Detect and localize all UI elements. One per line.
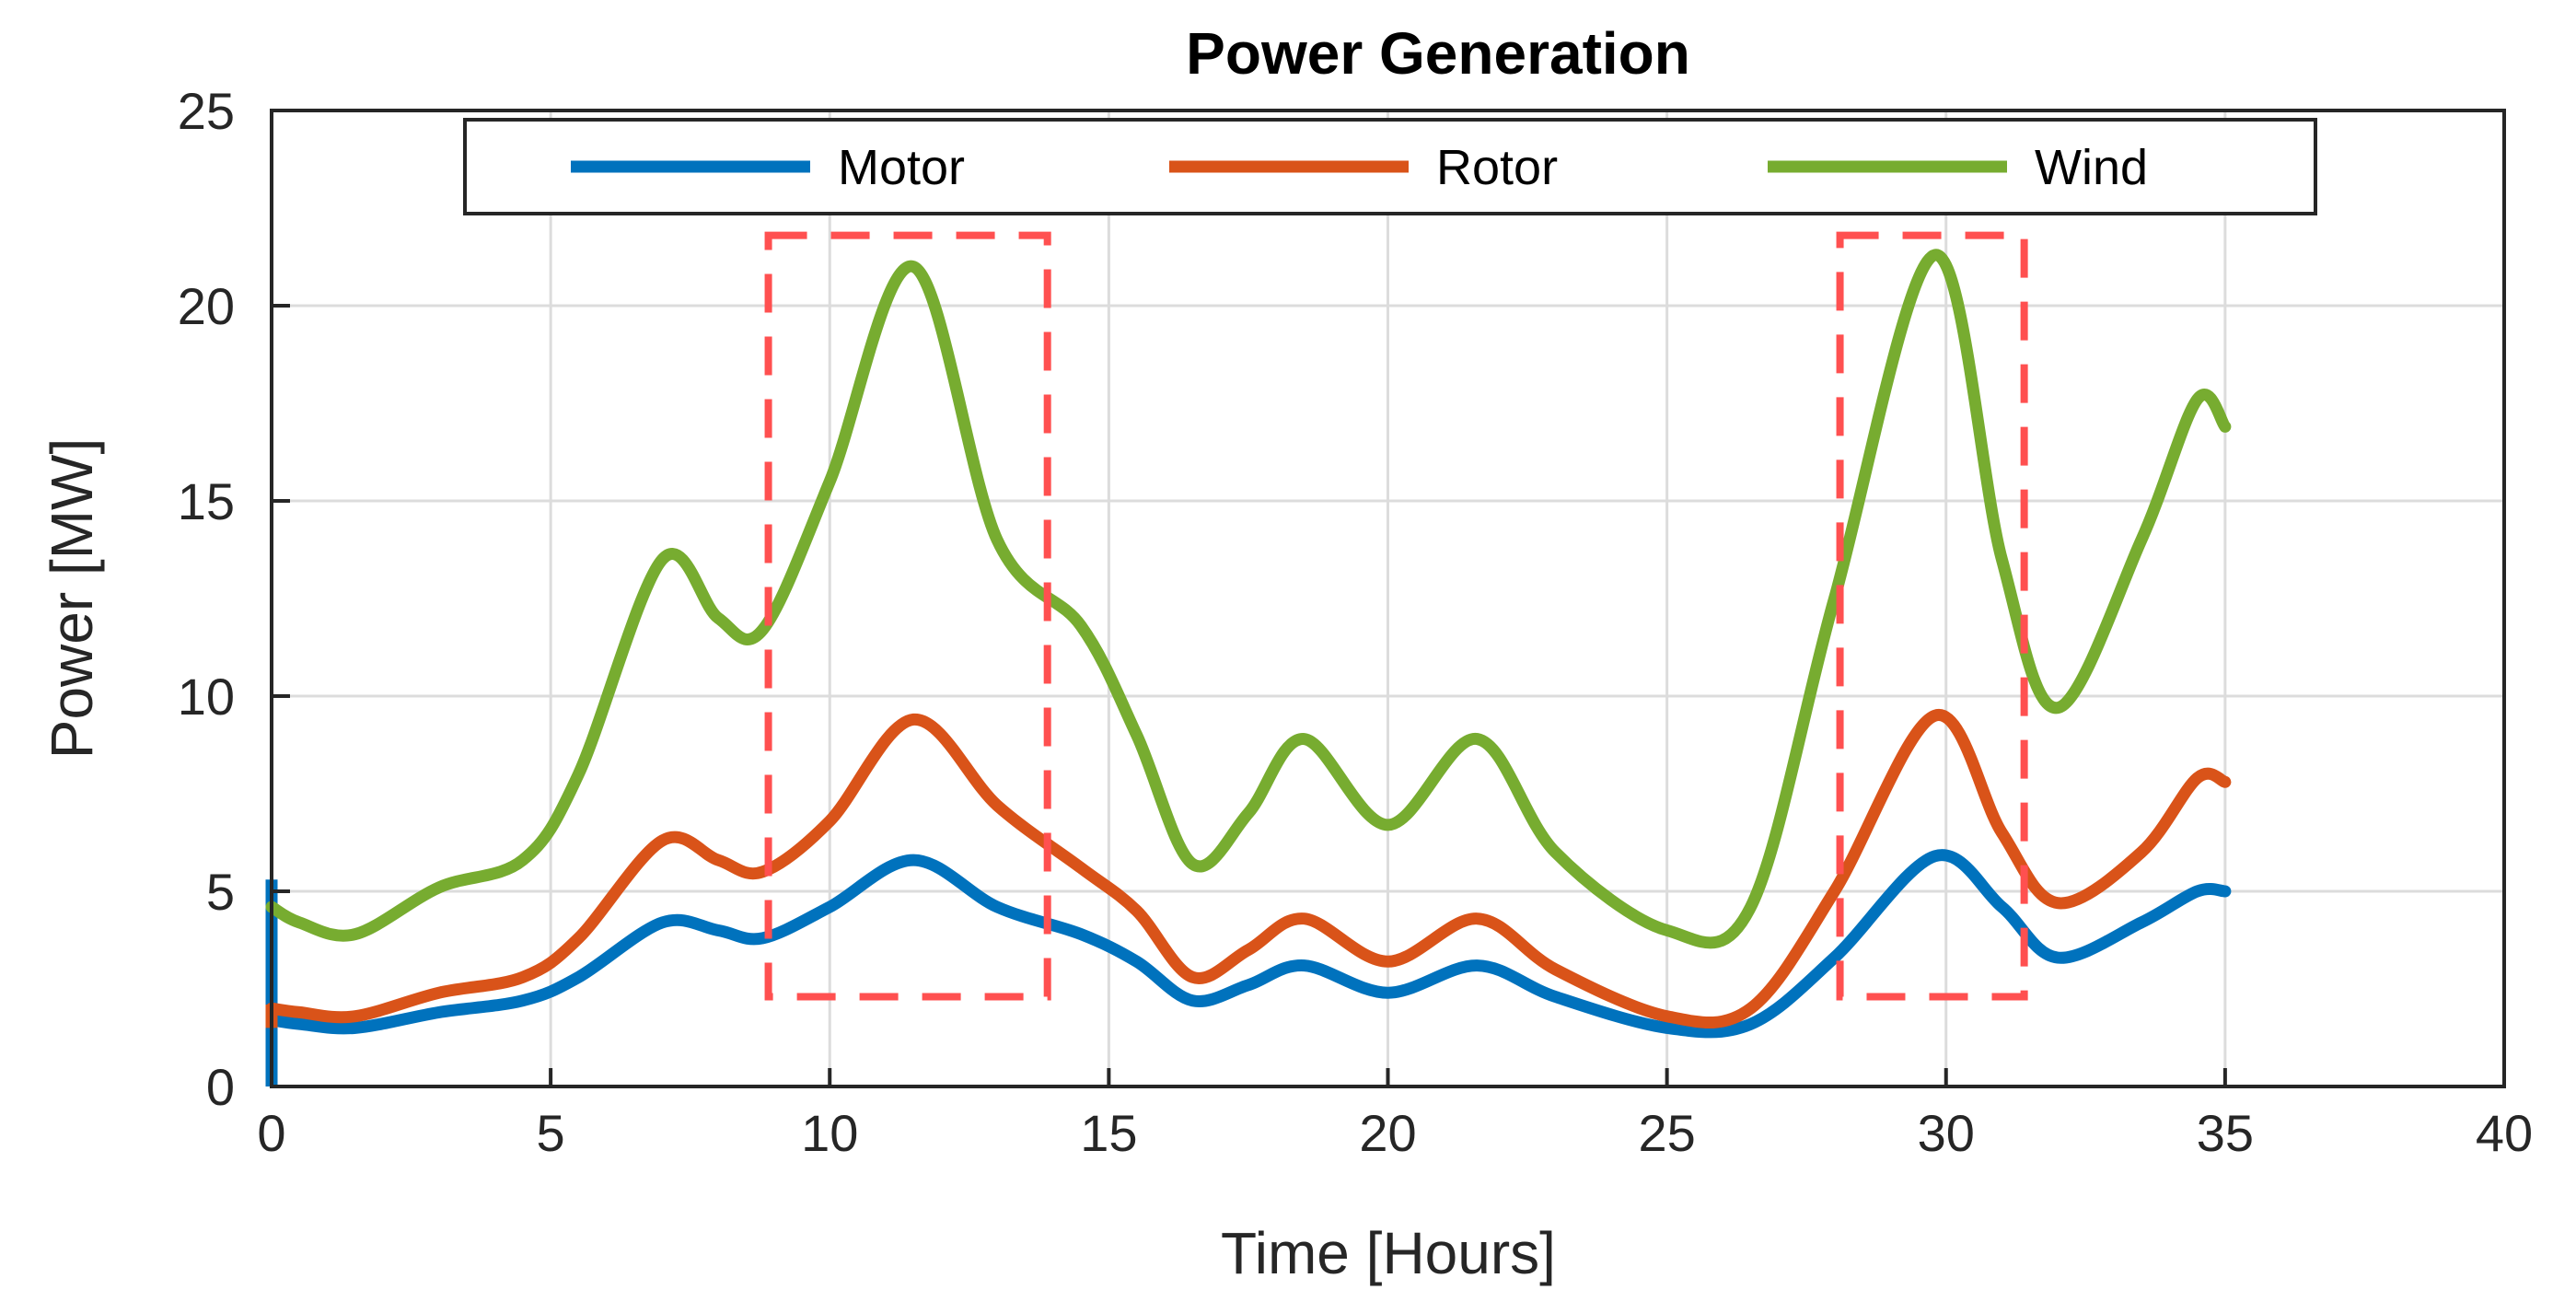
series-layer bbox=[265, 249, 2232, 1086]
y-axis-ticks: 0 5 10 15 20 25 bbox=[178, 82, 290, 1116]
x-tick-label-5: 5 bbox=[537, 1104, 565, 1162]
y-tick-label-0: 0 bbox=[206, 1058, 235, 1116]
series-line-wind bbox=[265, 249, 2232, 949]
highlight-box-1 bbox=[764, 231, 1051, 1001]
y-tick-label-15: 15 bbox=[178, 472, 235, 530]
highlight-box-2 bbox=[1836, 231, 2028, 1001]
chart-title: Power Generation bbox=[1186, 20, 1690, 87]
x-tick-label-30: 30 bbox=[1918, 1104, 1975, 1162]
x-tick-label-10: 10 bbox=[801, 1104, 858, 1162]
y-tick-label-5: 5 bbox=[206, 863, 235, 921]
x-tick-label-20: 20 bbox=[1359, 1104, 1416, 1162]
legend: Motor Rotor Wind bbox=[463, 118, 2317, 215]
x-axis-ticks: 0 5 10 15 20 25 30 35 40 bbox=[257, 1068, 2533, 1162]
x-tick-label-35: 35 bbox=[2197, 1104, 2254, 1162]
x-axis-label: Time [Hours] bbox=[1221, 1220, 1556, 1286]
legend-label-motor: Motor bbox=[838, 140, 965, 195]
legend-label-rotor: Rotor bbox=[1436, 140, 1558, 195]
legend-label-wind: Wind bbox=[2035, 140, 2148, 195]
highlight-boxes bbox=[764, 231, 2028, 1001]
x-tick-label-40: 40 bbox=[2476, 1104, 2533, 1162]
y-axis-label: Power [MW] bbox=[39, 438, 105, 759]
y-tick-label-10: 10 bbox=[178, 668, 235, 726]
x-tick-label-0: 0 bbox=[257, 1104, 285, 1162]
x-tick-label-25: 25 bbox=[1638, 1104, 1695, 1162]
legend-items: Motor Rotor Wind bbox=[571, 140, 2148, 195]
x-tick-label-15: 15 bbox=[1080, 1104, 1137, 1162]
y-tick-label-25: 25 bbox=[178, 82, 235, 140]
series-line-rotor bbox=[265, 709, 2232, 1029]
y-tick-label-20: 20 bbox=[178, 277, 235, 335]
series-line-motor bbox=[265, 849, 2232, 1039]
